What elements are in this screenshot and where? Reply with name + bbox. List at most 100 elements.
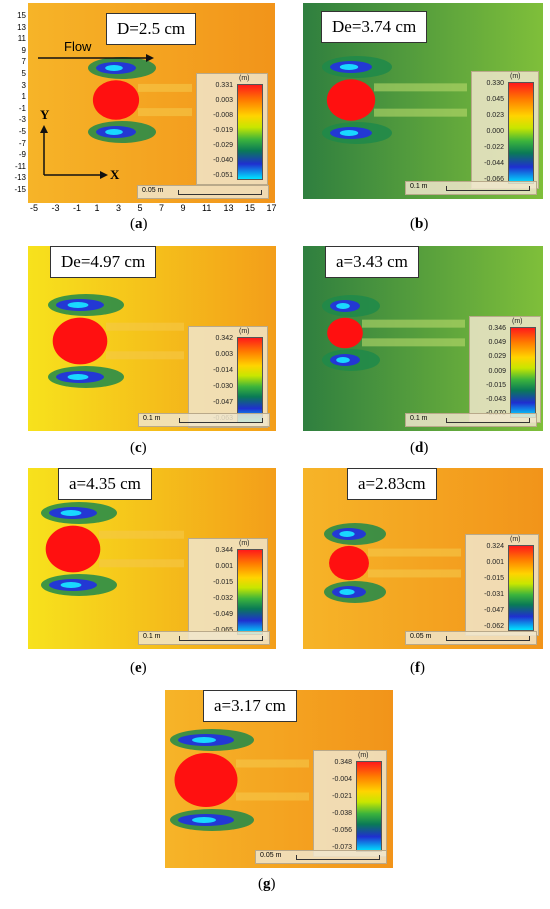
x-tick-label: 1: [94, 203, 100, 213]
y-tick-label: -5: [18, 127, 26, 136]
axis-arrows: [38, 54, 154, 179]
legend-tick-label: -0.031: [484, 591, 504, 598]
legend-tick-label: 0.331: [215, 82, 233, 89]
legend-tick-label: 0.029: [488, 353, 506, 361]
contour-panel-g: a=3.17 cm (m) 0.348 -0.004 -0.021 -0.038 -0.05…: [165, 690, 393, 868]
contour-panel-f: a=2.83cm (m) 0.324 0.001 -0.015 -0.031 -0.047 -…: [303, 468, 543, 649]
caption-letter: a: [135, 216, 143, 232]
legend-colorbar: [356, 761, 382, 852]
wake-streak: [374, 108, 467, 117]
legend-tick-label: -0.029: [213, 142, 233, 149]
scour-deepest: [105, 65, 123, 71]
contour-panel-e: a=4.35 cm (m) 0.344 0.001 -0.015 -0.032 -0.049…: [28, 468, 276, 649]
cylinder: [52, 317, 108, 365]
legend-unit: (m): [510, 536, 521, 543]
x-tick-label: 17: [266, 203, 277, 213]
color-legend: (m) 0.331 0.003 -0.008 -0.019 -0.029 -0.040 -0.…: [196, 73, 268, 185]
scour-deepest: [192, 817, 216, 823]
scour-deepest: [339, 64, 359, 70]
scale-label: 0.05 m: [260, 852, 282, 859]
scale-label: 0.1 m: [410, 415, 428, 422]
legend-tick-label: 0.009: [488, 367, 506, 375]
legend-tick-label: 0.045: [486, 96, 504, 103]
flow-arrow-head: [146, 54, 154, 62]
x-tick-label: 15: [245, 203, 256, 213]
x-tick-label: 5: [137, 203, 143, 213]
flow-label: Flow: [64, 39, 92, 54]
caption-letter: c: [135, 440, 142, 456]
wake-streak: [138, 108, 192, 117]
legend-unit: (m): [239, 328, 250, 335]
legend-unit: (m): [239, 75, 250, 82]
y-axis-arrow-head: [40, 125, 48, 133]
legend-unit: (m): [512, 318, 523, 325]
x-tick-label: 9: [180, 203, 186, 213]
legend-tick-label: 0.000: [486, 128, 504, 135]
scour-deepest: [339, 589, 355, 595]
y-axis-letter: Y: [40, 107, 50, 122]
legend-tick-label: -0.040: [213, 157, 233, 164]
legend-tick-label: -0.051: [213, 172, 233, 179]
y-tick-label: -11: [15, 161, 26, 171]
scale-bar: 0.1 m: [405, 413, 537, 427]
cylinder: [327, 317, 363, 349]
scale-bar: 0.1 m: [138, 631, 270, 645]
legend-colorbar: [510, 327, 536, 418]
contour-panel-c: De=4.97 cm (m) 0.342 0.003 -0.014 -0.030 -0.04…: [28, 246, 276, 431]
y-tick-label: -9: [18, 150, 26, 160]
y-tick-label: 9: [21, 45, 26, 55]
scale-label: 0.05 m: [410, 633, 432, 640]
y-tick-label: -3: [18, 115, 26, 125]
scale-label: 0.1 m: [143, 633, 161, 640]
caption-letter: g: [263, 876, 271, 892]
legend-tick-label: -0.008: [213, 112, 233, 119]
panel-caption: (a): [130, 216, 148, 232]
scour-deepest: [105, 129, 123, 135]
color-legend: (m) 0.344 0.001 -0.015 -0.032 -0.049 -0.065: [188, 538, 268, 640]
scale-bar: 0.05 m: [255, 850, 387, 864]
x-tick-label: 13: [223, 203, 234, 213]
contour-panel-b: De=3.74 cm (m) 0.330 0.045 0.023 0.000 -0.022 -…: [303, 3, 543, 199]
scour-deepest: [339, 531, 355, 537]
cylinder: [329, 545, 369, 581]
legend-tick-label: -0.015: [213, 579, 233, 586]
cylinder: [174, 753, 238, 807]
x-tick-label: -1: [73, 203, 82, 213]
legend-tick-label: 0.348: [334, 759, 352, 766]
scale-rule: [178, 190, 262, 195]
wake-streak: [368, 569, 461, 578]
contour-panel-d: a=3.43 cm (m) 0.346 0.049 0.029 0.009 -0.015 -0…: [303, 246, 543, 431]
wake-streak: [362, 338, 465, 347]
color-legend: (m) 0.330 0.045 0.023 0.000 -0.022 -0.044 -0.06…: [471, 71, 539, 189]
legend-tick-label: -0.014: [213, 367, 233, 374]
scale-rule: [446, 418, 530, 423]
legend-tick-label: -0.032: [213, 595, 233, 602]
legend-tick-label: 0.049: [488, 339, 506, 347]
panel-title: De=3.74 cm: [321, 11, 428, 43]
y-tick-label: 15: [17, 11, 26, 20]
y-tick-label: 7: [21, 57, 26, 67]
scale-bar: 0.1 m: [405, 181, 537, 195]
scale-rule: [179, 636, 263, 641]
panel-caption: (f): [410, 660, 425, 676]
x-tick-label: -3: [51, 203, 60, 213]
panel-caption: (d): [410, 440, 429, 456]
color-legend: (m)0.3460.0490.0290.009-0.015-0.043-0.07…: [469, 316, 541, 423]
y-tick-label: -15: [14, 185, 26, 194]
legend-tick-label: 0.003: [215, 351, 233, 358]
scale-label: 0.1 m: [143, 415, 161, 422]
scour-deepest: [339, 130, 359, 136]
legend-tick-label: -0.030: [213, 383, 233, 390]
legend-tick-label: -0.038: [332, 810, 352, 817]
scale-label: 0.05 m: [142, 187, 164, 194]
legend-tick-label: 0.330: [486, 80, 504, 87]
legend-tick-label: -0.073: [332, 844, 352, 851]
panel-caption: (c): [130, 440, 147, 456]
legend-unit: (m): [239, 540, 250, 547]
x-tick-label: 7: [159, 203, 165, 213]
scour-deepest: [60, 582, 82, 588]
scale-label: 0.1 m: [410, 183, 428, 190]
legend-tick-label: -0.047: [484, 607, 504, 614]
cylinder: [92, 80, 140, 120]
legend-colorbar: [237, 337, 263, 423]
